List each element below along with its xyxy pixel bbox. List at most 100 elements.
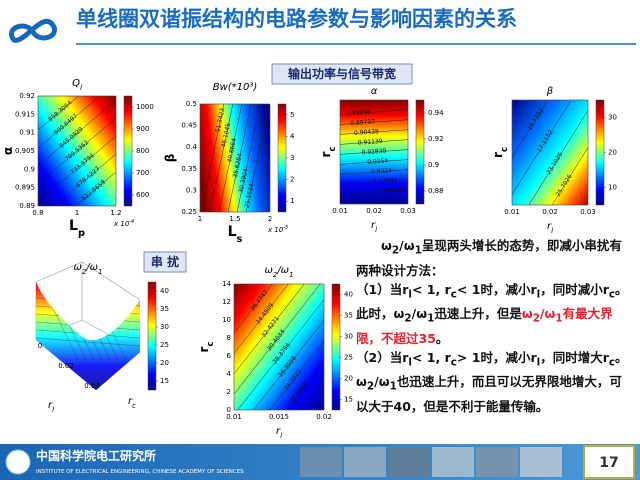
colorbar-tick-label: 25 [160,341,169,349]
contour-label: 0.89035 [346,109,371,118]
y-tick-label: 2 [227,388,231,396]
colorbar-tick-label: 2 [290,176,294,184]
text-run: 2 [404,312,412,325]
y-tick-label: 12 [222,298,231,306]
plot-title: ω2/ω1 [73,262,102,276]
section-label: 串 扰 [151,254,179,269]
text-run: > 1时，减小r [456,349,537,365]
text-run: 1 [414,244,422,257]
colorbar [415,99,425,205]
x-tick-label: 0.03 [580,208,596,216]
contour-line [209,104,234,212]
contour-line [340,149,408,155]
x-axis-label: rl [48,400,54,414]
footer-en: INSTITUTE OF ELECTRICAL ENGINEERING, CHI… [36,469,244,475]
y-tick-label: 0.895 [15,184,35,192]
logo [9,18,57,43]
x-axis-label: Ls [228,224,243,245]
page-box [583,445,635,479]
x-axis-label-part: l [280,432,282,440]
plot-title-part: ω [73,262,81,273]
text-run: 。 [435,330,449,346]
y-axis-label-part: r [491,152,505,158]
text-run: （1）当r [356,281,409,297]
y-axis-label-part: β [163,153,177,162]
x-axis-label: rl [547,221,553,235]
colorbar [331,283,341,411]
y-tick-label: 0.91 [19,129,35,137]
plot-title-part: ω [264,265,272,276]
contour-field [512,100,588,205]
y-axis-label: β [163,153,177,162]
contour-line [340,119,408,125]
plot-title-part: 2 [82,268,87,276]
text-run: /ω [411,306,428,321]
contour-line [285,360,324,410]
x-tick-label: 0.03 [400,207,416,215]
text-run: 2 [532,312,540,325]
contour-line [237,299,324,410]
x-tick-label: 1.5 [229,215,240,223]
y-axis-label-part: r [128,396,133,407]
x-multiplier-part: -5 [283,225,288,231]
text-run: < 1, r [411,281,451,297]
plot-title-part: β [546,86,554,97]
text-run: < 1时，减小r [456,281,537,297]
colorbar-tick-label: 15 [160,377,169,385]
contour-line [234,284,321,395]
x-tick-label: 0.04 [84,382,100,390]
colorbar-tick-label: 20 [160,359,169,367]
footer-photo [300,447,342,477]
contour-line [512,100,572,196]
contour-line [38,100,116,167]
contour-line [512,100,549,158]
contour-line [528,109,588,205]
contour-line [340,159,408,165]
text-run: < 1, r [411,349,451,365]
y-axis-label: rc [197,342,215,353]
plot-frame [37,95,117,207]
y-tick-label: 14 [222,280,231,288]
plot-frame [199,103,271,213]
text-run: 1 [389,380,397,393]
footer-photo [476,447,518,477]
text-run: 也迅速上升，而且可以无界限地增大，可以大于40，但是不利于能量传输。 [356,374,622,414]
colorbar-tick-label: 1 [290,197,294,205]
contour-line [53,153,116,206]
contour-line [200,104,225,212]
plot-title: β [546,86,554,97]
mesh-line [36,297,140,307]
y-axis-label-part: c [132,402,136,410]
y-tick-label: 8 [227,334,231,342]
text-run: /ω [374,374,390,389]
section-box [271,63,413,85]
x-axis-label-part: l [375,226,377,234]
contour-line [236,104,261,212]
contour-line [340,189,408,195]
colorbar-tick-label: 4 [290,132,295,140]
y-tick-label: 10 [222,316,231,324]
colorbar-tick-label: 600 [136,191,149,199]
x-axis-label-part: L [228,224,237,240]
colorbar [277,103,287,213]
y-tick-label: 0.915 [15,110,35,118]
text-run: l [536,288,541,300]
y-axis-label-part: c [499,147,509,152]
x-axis-label-part: r [276,426,281,437]
y-tick-label: 4 [227,370,232,378]
colorbar-tick-label: 15 [344,396,353,404]
text-run: 迅速上升，但是 [434,306,522,321]
x-axis-label-part: r [547,221,552,232]
contour-label: 0.91839 [361,148,386,157]
text-run: /ω [399,238,415,253]
plot-title-part: 2 [273,271,278,279]
x-tick-label: 1 [198,215,202,223]
colorbar-tick-label: 1000 [136,103,154,111]
contour-label: 0.9254 [367,157,389,165]
contour-line [218,104,243,212]
y-axis-label-part: r [319,151,333,157]
contour-label: 0.94642 [376,186,401,195]
contour-line [74,171,116,206]
contour-line [551,147,588,205]
